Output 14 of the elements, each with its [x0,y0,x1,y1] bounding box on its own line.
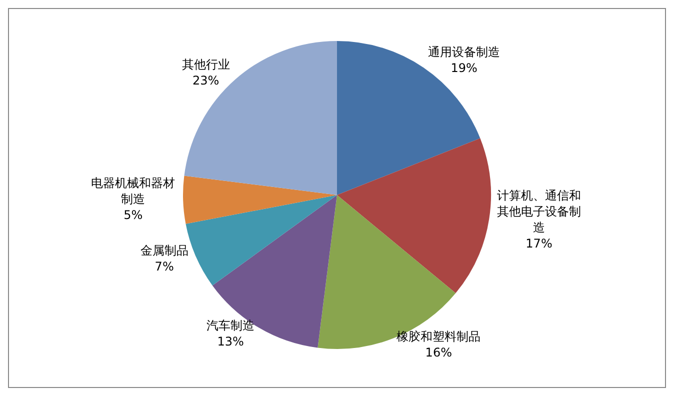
slice-label: 其他行业 [182,58,230,72]
data-label: 16% [425,346,452,360]
data-label: 7% [154,259,174,274]
slice-label: 金属制品 [140,243,188,258]
slice-label: 通用设备制造 [428,45,500,60]
data-label: 17% [526,236,552,250]
data-label: 5% [124,208,143,222]
slice-label: 计算机、通信和其他电子设备制造 [497,188,582,234]
slice-label: 橡胶和塑料制品 [396,330,481,344]
data-label: 19% [450,61,478,76]
data-label: 23% [192,74,220,88]
slice-label: 电器机械和器材制造 [91,176,176,206]
data-label: 13% [217,334,244,349]
slice-label: 汽车制造 [206,318,255,333]
